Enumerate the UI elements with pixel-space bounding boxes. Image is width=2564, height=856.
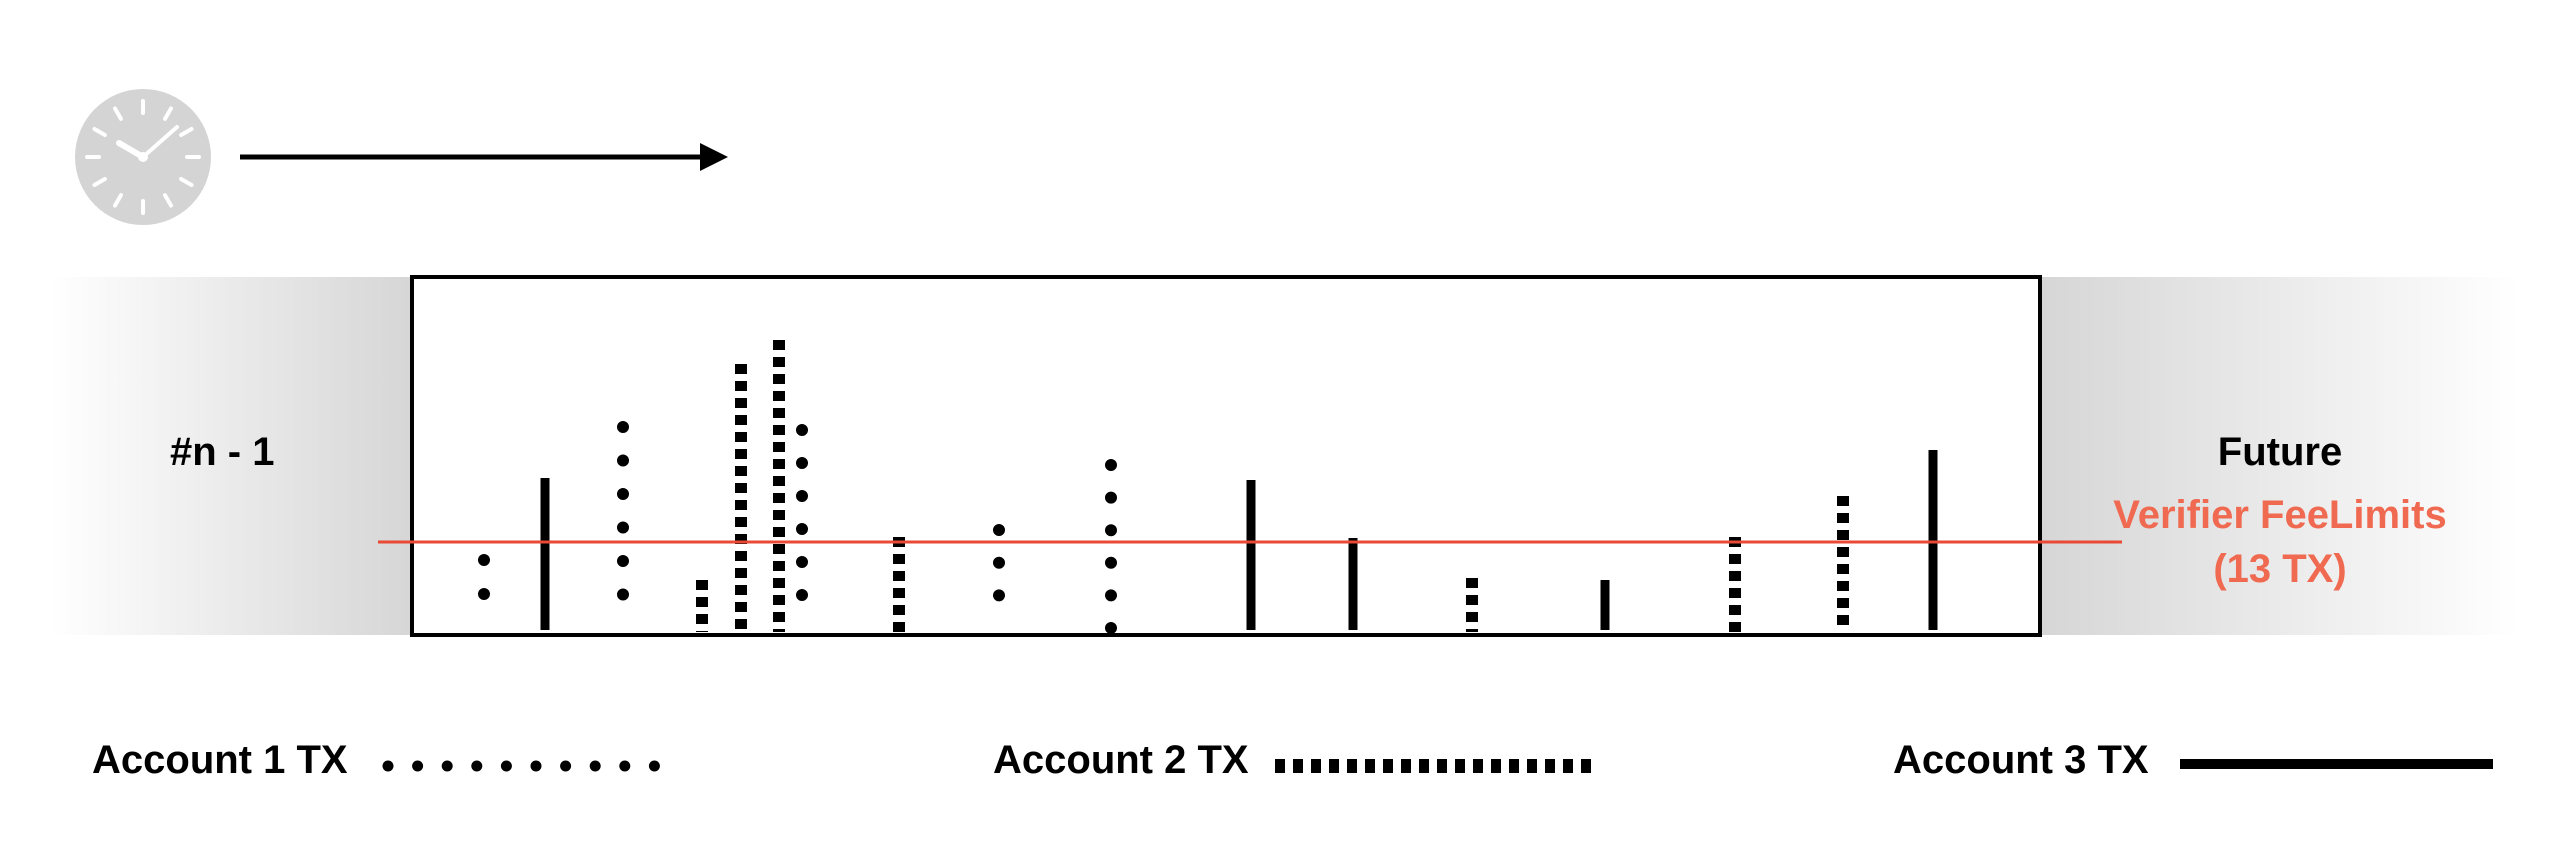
legend-account-3-label: Account 3 TX — [1893, 738, 2149, 782]
previous-block-label: #n - 1 — [170, 430, 275, 474]
future-block-label: Future — [2217, 430, 2343, 474]
fee-limit-title: Verifier FeeLimits — [2113, 493, 2447, 537]
legend-account-1-label: Account 1 TX — [92, 738, 348, 782]
legend-account-2-label: Account 2 TX — [993, 738, 1249, 782]
fee-limit-count: (13 TX) — [2213, 547, 2347, 591]
clock-icon — [75, 89, 211, 225]
previous-block-shade — [50, 277, 412, 635]
future-block-shade — [2040, 277, 2520, 635]
transaction-columns — [478, 340, 1938, 634]
time-arrow-icon — [240, 143, 728, 171]
fee-limit-label: Verifier FeeLimits (13 TX) — [2090, 488, 2470, 596]
current-block — [410, 275, 2042, 637]
